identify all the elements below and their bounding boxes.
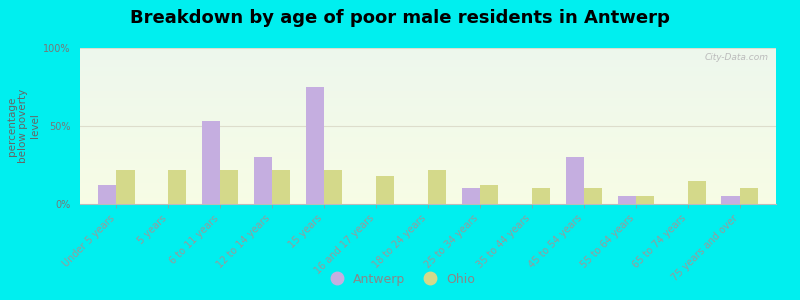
Bar — [254, 157, 272, 204]
Text: Breakdown by age of poor male residents in Antwerp: Breakdown by age of poor male residents … — [130, 9, 670, 27]
Bar — [688, 181, 706, 204]
Bar — [462, 188, 480, 204]
Bar — [168, 170, 186, 204]
Bar — [306, 87, 324, 204]
Y-axis label: percentage
below poverty
level: percentage below poverty level — [6, 89, 40, 163]
Text: City-Data.com: City-Data.com — [705, 53, 769, 62]
Bar — [722, 196, 740, 204]
Bar — [220, 170, 238, 204]
Bar — [98, 185, 116, 204]
Bar — [324, 170, 342, 204]
Bar — [532, 188, 550, 204]
Bar — [376, 176, 394, 204]
Bar — [116, 170, 134, 204]
Bar — [272, 170, 290, 204]
Bar — [202, 121, 220, 204]
Bar — [566, 157, 584, 204]
Bar — [740, 188, 758, 204]
Bar — [618, 196, 636, 204]
Bar — [636, 196, 654, 204]
Legend: Antwerp, Ohio: Antwerp, Ohio — [319, 268, 481, 291]
Bar — [480, 185, 498, 204]
Bar — [584, 188, 602, 204]
Bar — [428, 170, 446, 204]
